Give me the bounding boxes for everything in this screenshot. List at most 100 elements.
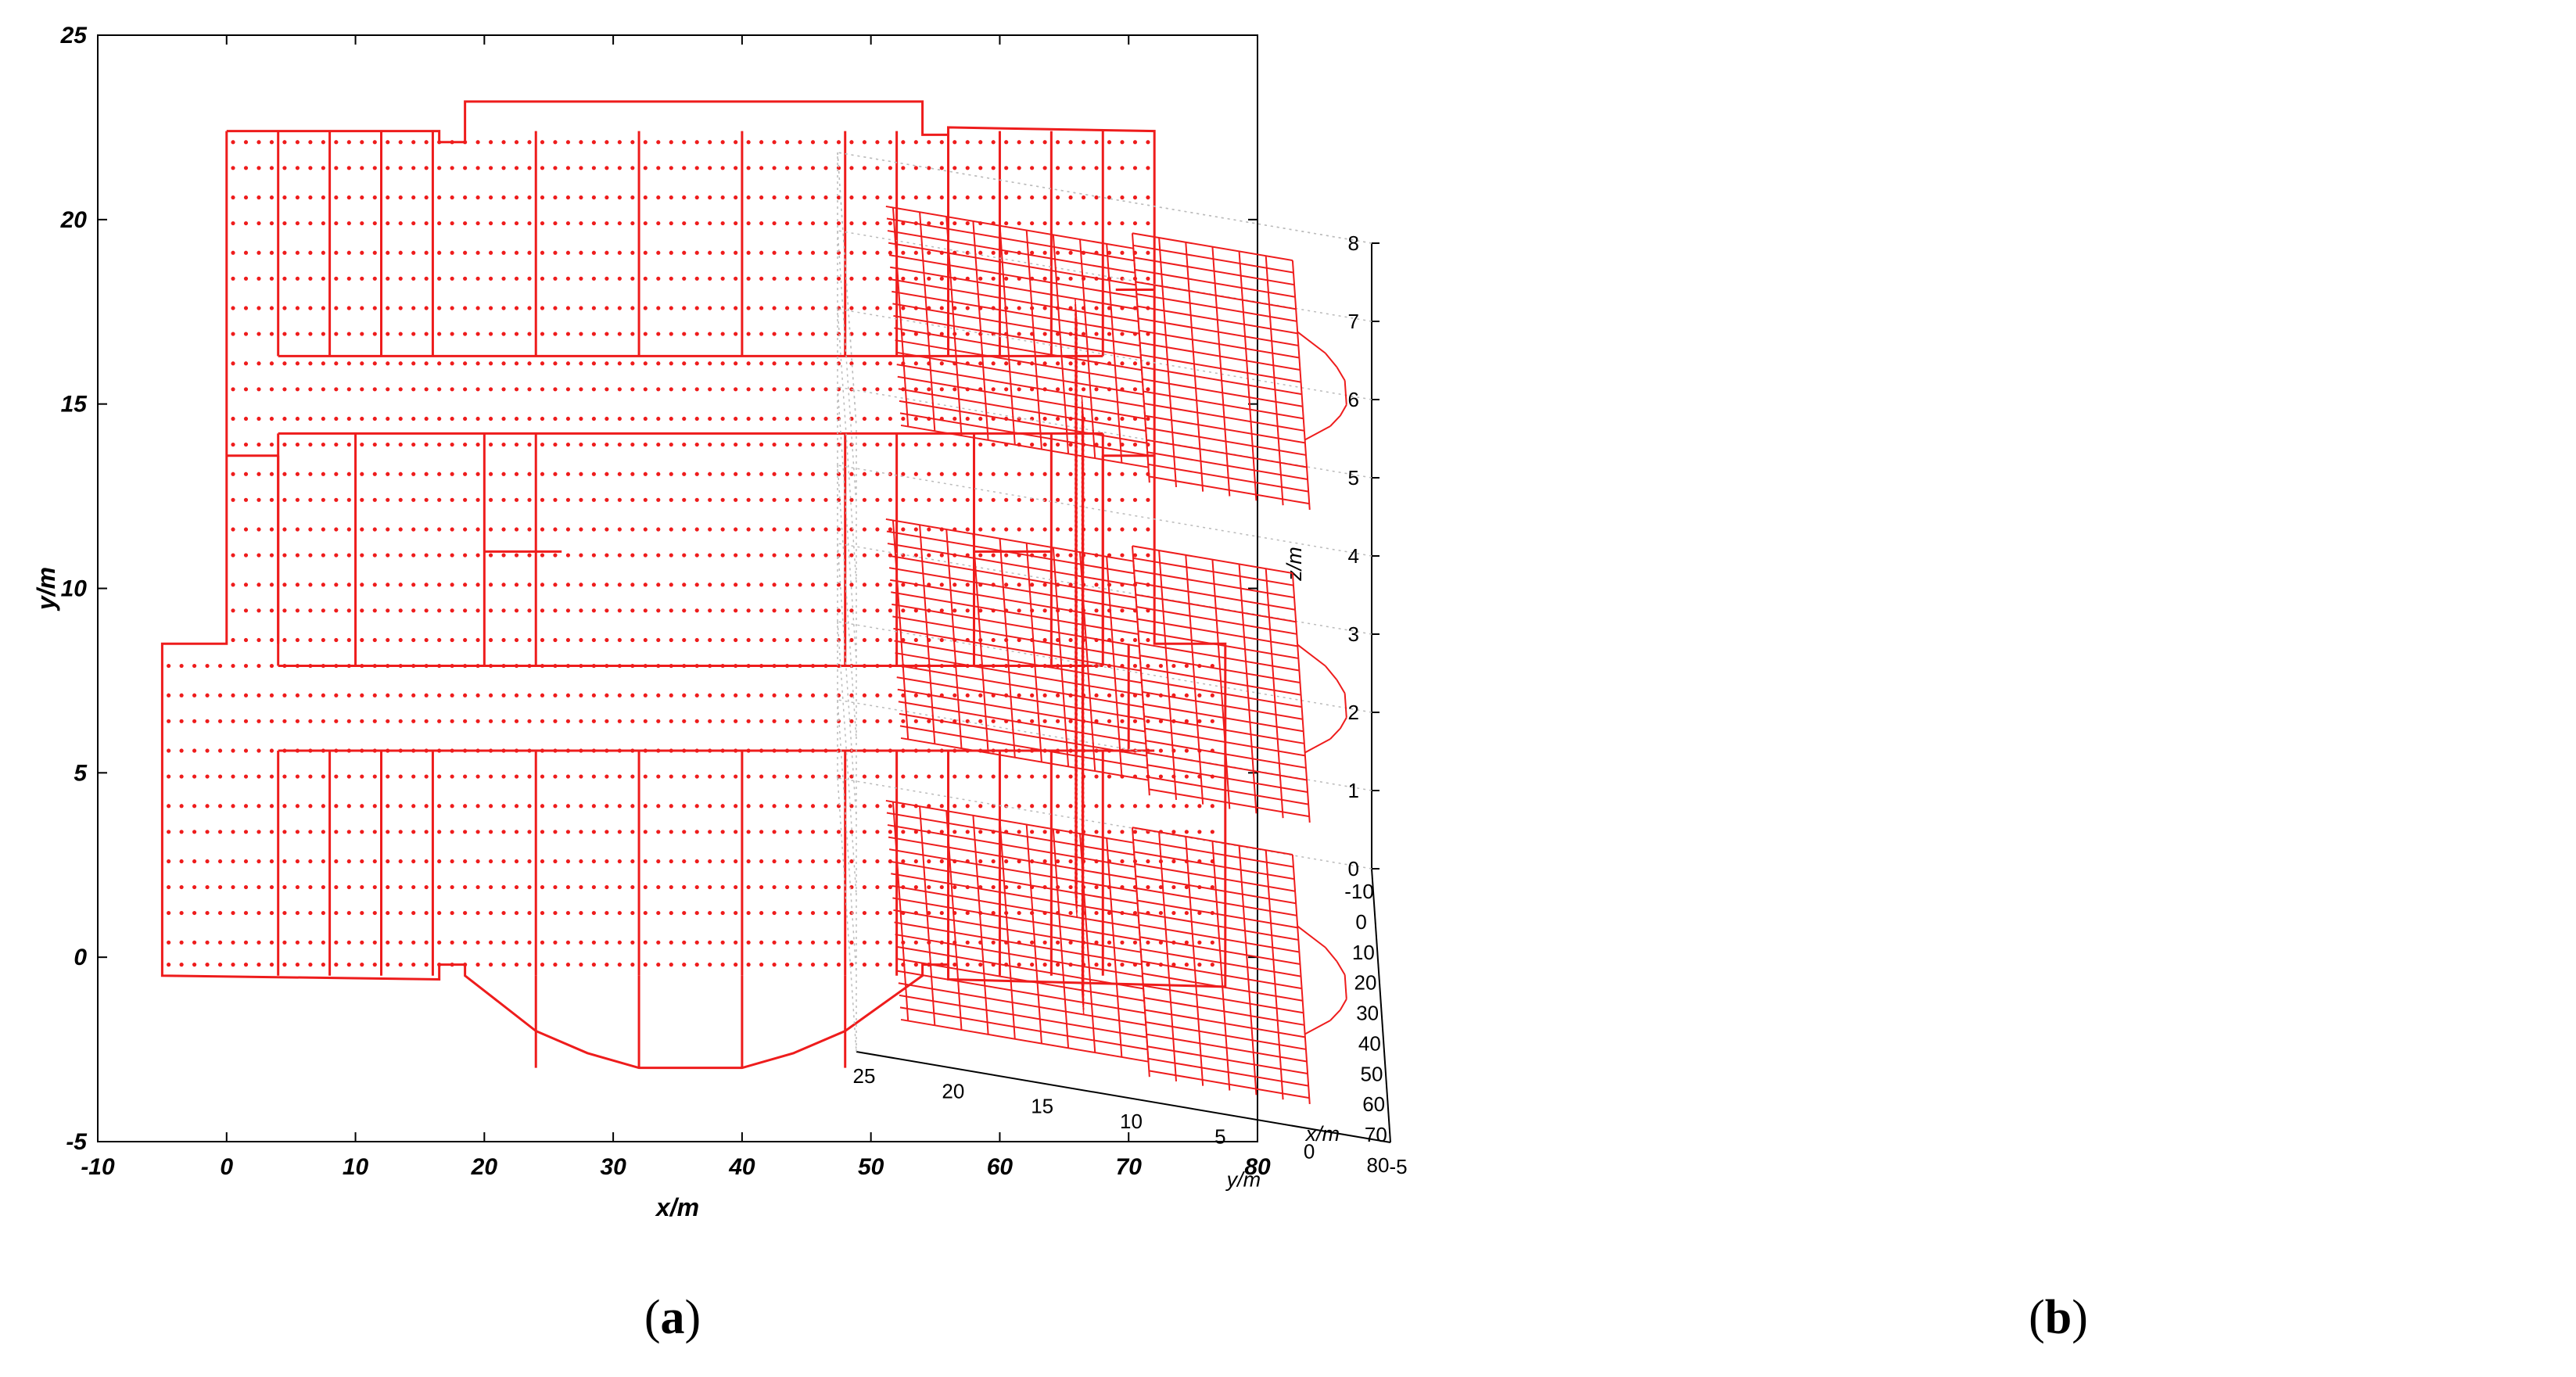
sample-point [810, 963, 816, 967]
sample-point [488, 442, 493, 447]
sample-point [372, 140, 377, 145]
sample-point [617, 472, 622, 476]
sample-point [501, 306, 506, 310]
sample-point [875, 361, 880, 366]
sample-point [540, 442, 545, 447]
x-tick-label-a: 70 [1116, 1154, 1143, 1180]
sample-point [617, 306, 622, 310]
floor-grid-line [1158, 831, 1177, 1082]
sample-point [243, 804, 249, 809]
sample-point [475, 830, 480, 834]
floor-grid-line [972, 221, 989, 440]
sample-point [1042, 830, 1047, 834]
sample-point [527, 963, 532, 967]
sample-point [231, 583, 235, 587]
sample-point [308, 221, 313, 226]
sample-point [1132, 910, 1138, 916]
sample-point [888, 830, 892, 834]
sample-point [978, 553, 983, 558]
sample-point [398, 910, 403, 916]
sample-point [450, 859, 454, 864]
sample-point [913, 195, 918, 200]
sample-point [424, 387, 429, 392]
grid-line-b [837, 543, 857, 818]
sample-point [888, 583, 892, 587]
sample-point [591, 416, 596, 421]
sample-point [888, 527, 892, 532]
sample-point [450, 166, 454, 170]
sample-point [875, 140, 880, 145]
sample-point [565, 940, 571, 945]
sample-point [257, 221, 261, 226]
sample-point [798, 608, 802, 613]
sample-point [875, 387, 880, 392]
sample-point [321, 276, 325, 281]
sample-point [167, 910, 171, 916]
sample-point [231, 387, 235, 392]
sample-point [257, 442, 261, 447]
sample-point [939, 774, 944, 779]
floor-grid-line [945, 811, 963, 1031]
sample-point [1068, 637, 1073, 643]
sample-point [308, 166, 313, 170]
sample-point [411, 276, 416, 281]
sample-point [424, 830, 429, 834]
sample-point [192, 804, 197, 809]
sample-point [243, 332, 249, 336]
sample-point [965, 332, 970, 336]
sample-point [591, 472, 596, 476]
sample-point [901, 719, 906, 723]
sample-point [269, 472, 274, 476]
sample-point [321, 963, 325, 967]
sample-point [167, 804, 171, 809]
sample-point [746, 940, 751, 945]
sample-point [475, 583, 480, 587]
sample-point [953, 472, 957, 476]
floor-grid-line [1297, 925, 1326, 948]
sample-point [1055, 166, 1060, 170]
sample-point [888, 884, 892, 890]
sample-point [231, 361, 235, 366]
sample-point [746, 637, 751, 643]
sample-point [1017, 804, 1021, 809]
sample-point [913, 140, 918, 145]
y-tick-label-b: 15 [1031, 1095, 1053, 1118]
sample-point [772, 583, 777, 587]
sample-point [617, 387, 622, 392]
sample-point [1068, 527, 1073, 532]
floor-grid-line [1291, 572, 1311, 823]
sample-point [708, 884, 712, 890]
z-tick-label-b: 3 [1348, 622, 1359, 646]
sample-point [734, 774, 738, 779]
sample-point [231, 195, 235, 200]
sample-point [1068, 442, 1073, 447]
sample-point [694, 361, 699, 366]
sample-point [836, 140, 841, 145]
sample-point [1042, 250, 1047, 255]
sample-point [565, 859, 571, 864]
sample-point [437, 774, 442, 779]
sample-point [282, 608, 287, 613]
sample-point [605, 553, 609, 558]
floor-grid-line [919, 212, 936, 432]
sample-point [617, 250, 622, 255]
sample-point [953, 693, 957, 697]
sample-point [1132, 830, 1138, 834]
sample-point [321, 416, 325, 421]
sample-point [617, 140, 622, 145]
sample-point [1068, 553, 1073, 558]
sample-point [643, 527, 648, 532]
sample-point [360, 195, 364, 200]
sample-point [1081, 332, 1086, 336]
floor-grid-line [885, 518, 1134, 562]
sample-point [1042, 774, 1047, 779]
sample-point [514, 221, 519, 226]
sample-point [1055, 195, 1060, 200]
sample-point [1146, 195, 1150, 200]
sample-point [411, 608, 416, 613]
sample-point [720, 719, 725, 723]
sample-point [540, 221, 545, 226]
sample-point [192, 859, 197, 864]
sample-point [424, 140, 429, 145]
sample-point [720, 387, 725, 392]
